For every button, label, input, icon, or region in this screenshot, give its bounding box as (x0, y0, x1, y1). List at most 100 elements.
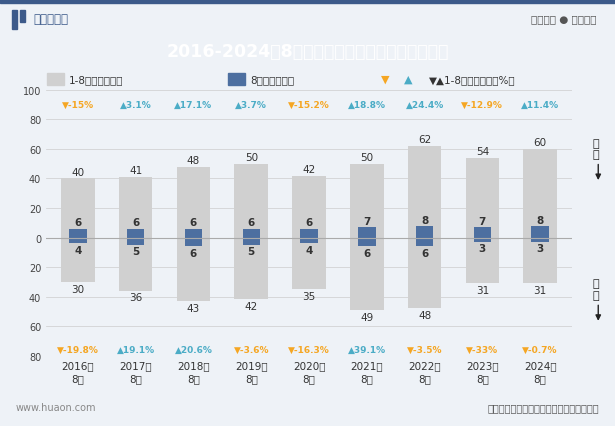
Text: 42: 42 (303, 164, 315, 174)
Bar (523, 238, 557, 284)
Bar (300, 229, 318, 238)
Text: ▲11.4%: ▲11.4% (521, 101, 559, 110)
Text: 专业严谨 ● 客观科学: 专业严谨 ● 客观科学 (531, 14, 597, 24)
Text: 6: 6 (132, 218, 140, 228)
Text: 6: 6 (363, 248, 370, 258)
Bar (408, 147, 442, 238)
Text: ▲: ▲ (403, 75, 412, 85)
Text: 42: 42 (245, 302, 258, 311)
Text: 62: 62 (418, 135, 431, 145)
Text: 1-8月（亿美元）: 1-8月（亿美元） (69, 75, 123, 85)
Text: ▲24.4%: ▲24.4% (405, 101, 444, 110)
Text: 31: 31 (476, 285, 489, 295)
Text: www.huaon.com: www.huaon.com (15, 402, 96, 412)
Text: 36: 36 (129, 293, 142, 303)
Text: 7: 7 (478, 216, 486, 227)
Text: 6: 6 (421, 248, 428, 258)
Bar (292, 238, 326, 290)
Text: 6: 6 (306, 218, 312, 228)
Bar (416, 238, 434, 247)
Bar (119, 178, 153, 238)
Bar (234, 238, 268, 300)
Text: 41: 41 (129, 166, 142, 176)
Bar (358, 227, 376, 238)
Text: 6: 6 (190, 218, 197, 228)
Text: 出
口: 出 口 (592, 138, 599, 160)
Bar (47, 74, 64, 86)
Bar (416, 226, 434, 238)
Bar (61, 179, 95, 238)
Text: ▲19.1%: ▲19.1% (117, 345, 155, 354)
Text: 30: 30 (71, 284, 84, 294)
Bar (466, 158, 499, 238)
Text: ▲3.1%: ▲3.1% (120, 101, 151, 110)
Text: ▼-19.8%: ▼-19.8% (57, 345, 99, 354)
Text: ▼: ▼ (381, 75, 389, 85)
Text: 60: 60 (534, 138, 547, 148)
Text: ▼-33%: ▼-33% (466, 345, 498, 354)
Bar (350, 164, 384, 238)
Text: 8: 8 (421, 215, 428, 225)
Bar (228, 74, 245, 86)
Text: 7: 7 (363, 216, 370, 227)
Bar (12, 11, 17, 30)
Text: 进
口: 进 口 (592, 279, 599, 300)
Text: ▼-15.2%: ▼-15.2% (288, 101, 330, 110)
Text: 50: 50 (360, 153, 373, 163)
Text: ▲39.1%: ▲39.1% (347, 345, 386, 354)
Text: ▼-12.9%: ▼-12.9% (461, 101, 503, 110)
Text: 40: 40 (71, 167, 84, 177)
Text: 4: 4 (74, 245, 82, 255)
Bar (69, 238, 87, 244)
Text: 6: 6 (190, 248, 197, 258)
Bar (358, 238, 376, 247)
Bar (292, 176, 326, 238)
Text: 6: 6 (74, 218, 82, 228)
Text: 54: 54 (476, 147, 489, 157)
Bar (69, 229, 87, 238)
Text: 6: 6 (248, 218, 255, 228)
Bar (474, 227, 491, 238)
Text: ▲17.1%: ▲17.1% (175, 101, 213, 110)
Bar (242, 238, 260, 245)
Text: 3: 3 (536, 244, 544, 253)
Bar (242, 229, 260, 238)
Text: ▼-3.6%: ▼-3.6% (234, 345, 269, 354)
Bar (61, 238, 95, 282)
Bar (234, 164, 268, 238)
Bar (408, 238, 442, 308)
Text: 华经情报网: 华经情报网 (34, 13, 69, 26)
Text: ▲3.7%: ▲3.7% (236, 101, 267, 110)
Bar (177, 238, 210, 301)
Bar (474, 238, 491, 242)
Text: ▼-0.7%: ▼-0.7% (522, 345, 558, 354)
Bar (531, 238, 549, 242)
Bar (0, 0, 615, 4)
Text: 2016-2024年8月湖北省外商投资企业进、出口额: 2016-2024年8月湖北省外商投资企业进、出口额 (166, 43, 449, 60)
Text: 3: 3 (478, 244, 486, 253)
Text: ▼-16.3%: ▼-16.3% (288, 345, 330, 354)
Text: 数据来源：中国海关、华经产业研究院整理: 数据来源：中国海关、华经产业研究院整理 (488, 402, 600, 412)
Text: ▲18.8%: ▲18.8% (348, 101, 386, 110)
Bar (177, 167, 210, 238)
Bar (119, 238, 153, 291)
Text: ▼▲1-8月同比增速（%）: ▼▲1-8月同比增速（%） (429, 75, 516, 85)
Text: ▼-15%: ▼-15% (62, 101, 94, 110)
Text: 4: 4 (306, 245, 312, 255)
Text: 5: 5 (248, 247, 255, 256)
Text: 50: 50 (245, 153, 258, 163)
Bar (531, 226, 549, 238)
Text: 8: 8 (536, 215, 544, 225)
Text: 48: 48 (418, 311, 431, 320)
Bar (523, 150, 557, 238)
Bar (466, 238, 499, 284)
Text: ▼-3.5%: ▼-3.5% (407, 345, 442, 354)
Text: 43: 43 (187, 303, 200, 313)
Bar (184, 229, 202, 238)
Bar (127, 229, 145, 238)
Text: 48: 48 (187, 155, 200, 166)
Text: ▲20.6%: ▲20.6% (175, 345, 212, 354)
Text: 31: 31 (534, 285, 547, 295)
Text: 8月（亿美元）: 8月（亿美元） (250, 75, 294, 85)
Bar (300, 238, 318, 244)
